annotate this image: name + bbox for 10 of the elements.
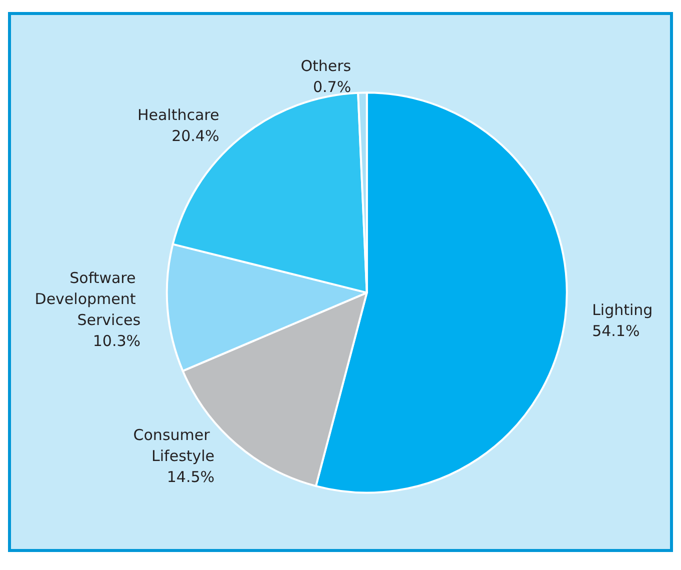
data-label: 10.3%	[92, 332, 141, 350]
slice-label: Lighting	[592, 300, 653, 319]
slice-label: Consumer Lifestyle	[133, 426, 215, 466]
slice-label: Software Development Services	[34, 269, 141, 330]
slice-label: Others	[300, 57, 352, 76]
data-label: 14.5%	[166, 468, 215, 486]
data-label: 20.4%	[172, 126, 220, 145]
data-label: 0.7%	[313, 78, 352, 96]
data-label: 54.1%	[592, 322, 640, 340]
slice-label: Healthcare	[137, 106, 220, 124]
